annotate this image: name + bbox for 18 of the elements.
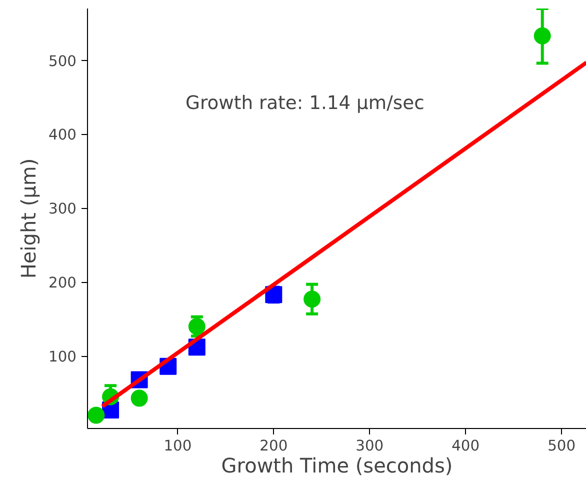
x-tick-label: 500 — [548, 438, 576, 454]
point — [304, 290, 321, 308]
y-tick-label: 500 — [48, 52, 77, 70]
x-tick-label: 300 — [356, 438, 384, 454]
x-tick-label: 200 — [260, 438, 288, 454]
point — [534, 27, 551, 44]
x-axis-title: Growth Time (seconds) — [221, 454, 453, 478]
annotation: Growth rate: 1.14 μm/sec — [186, 93, 424, 114]
point — [188, 318, 206, 335]
x-tick-label: 100 — [164, 438, 192, 454]
y-tick-label: 300 — [48, 200, 77, 218]
x-tick-label: 400 — [452, 438, 480, 454]
y-tick-label: 200 — [48, 274, 77, 292]
y-tick-label: 100 — [48, 348, 77, 366]
point — [88, 406, 105, 424]
y-axis-title: Height (μm) — [16, 158, 41, 279]
y-tick-label: 400 — [48, 126, 77, 144]
point — [130, 390, 148, 407]
